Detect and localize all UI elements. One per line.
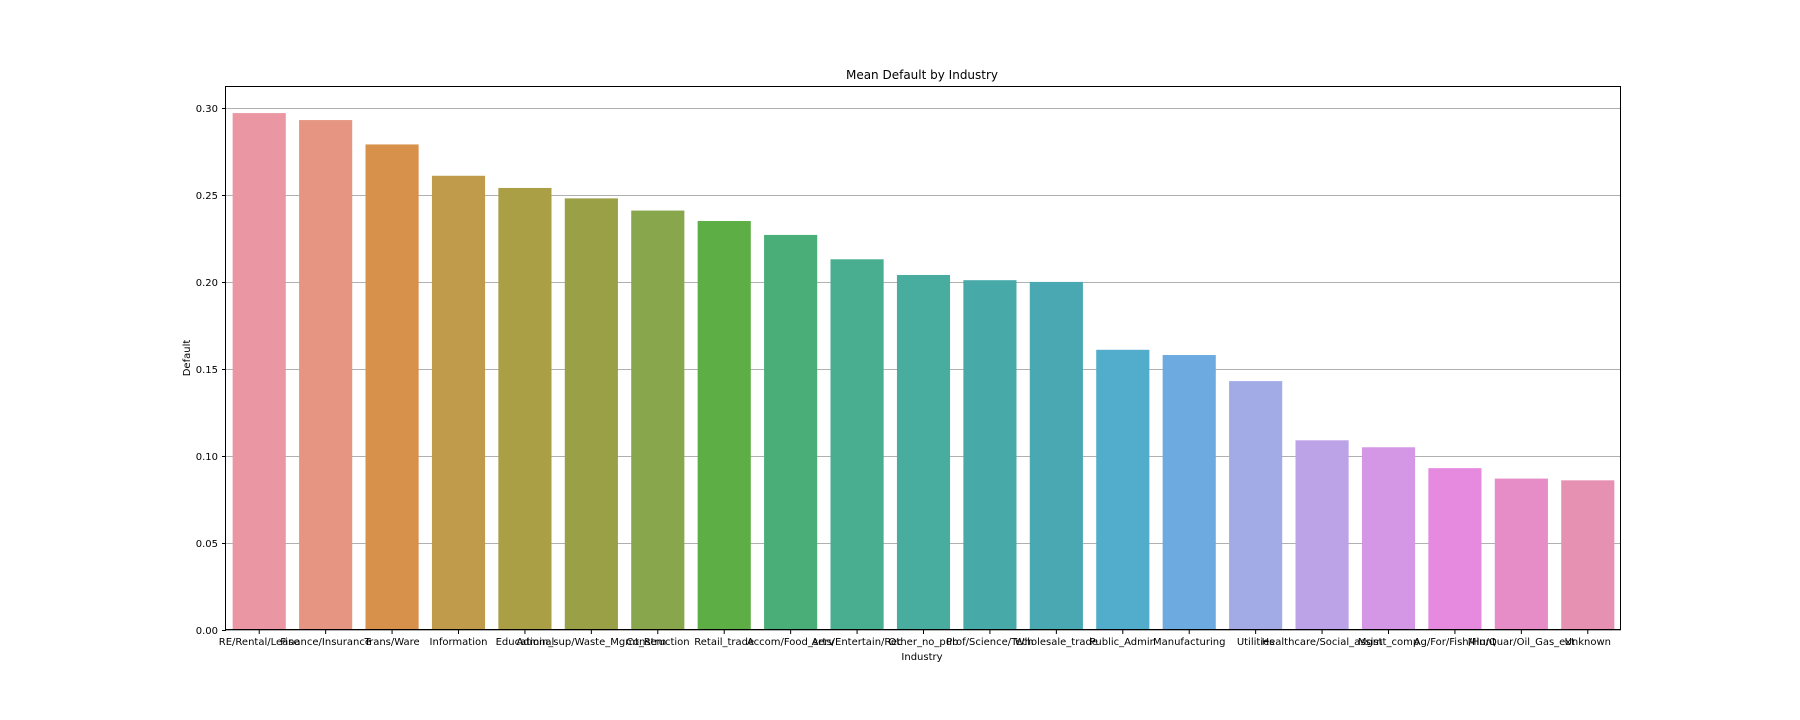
- bar: [830, 259, 884, 630]
- bar: [1096, 349, 1150, 630]
- x-tick-label: Healthcare/Social_assist: [1262, 637, 1383, 648]
- bar: [1295, 440, 1349, 630]
- x-tick-label: Admin_sup/Waste_Mgmt_Rem: [516, 637, 666, 648]
- x-axis-title: Industry: [901, 652, 942, 663]
- x-tick-label: Manufacturing: [1153, 637, 1225, 648]
- y-tick-label: 0.00: [196, 626, 218, 637]
- y-tick-label: 0.15: [196, 365, 218, 376]
- bar: [431, 175, 486, 630]
- bars: [232, 113, 1615, 631]
- bar: [963, 280, 1017, 630]
- x-tick-label: Unknown: [1565, 637, 1611, 648]
- bar: [896, 274, 951, 630]
- plot-frame: [225, 86, 1621, 630]
- bar: [1428, 468, 1482, 630]
- bar: [697, 221, 751, 630]
- x-tick-label: Public_Admin: [1090, 637, 1156, 648]
- bar: [764, 234, 818, 631]
- y-tick-label: 0.05: [196, 539, 218, 550]
- x-tick-label: Construction: [626, 637, 690, 648]
- bar: [498, 187, 552, 630]
- x-tick-label: Mgmt_comp: [1358, 637, 1419, 648]
- x-tick-label: Prof/Science/Tech: [946, 637, 1033, 648]
- y-tick-label: 0.20: [196, 278, 218, 289]
- y-axis: 0.00 0.05 0.10 0.15 0.20 0.25 0.30: [196, 104, 226, 637]
- bar: [1229, 381, 1283, 630]
- x-tick-label: Trans/Ware: [363, 637, 419, 648]
- bar: [631, 210, 685, 630]
- bar: [564, 198, 618, 630]
- x-tick-label: Ag/For/Fish/Hunt: [1414, 637, 1496, 648]
- x-tick-label: Information: [430, 637, 488, 648]
- x-tick-label: Finance/Insurance: [280, 637, 371, 648]
- x-tick-label: Utilities: [1237, 637, 1275, 648]
- bar: [1561, 480, 1615, 630]
- x-tick-label: Min/Quar/Oil_Gas_ext: [1468, 637, 1575, 648]
- y-tick-label: 0.10: [196, 452, 218, 463]
- x-tick-label: Wholesale_trade: [1015, 637, 1098, 648]
- y-tick-label: 0.25: [196, 191, 218, 202]
- bar: [1162, 355, 1216, 630]
- bar: [1029, 281, 1083, 630]
- x-tick-label: RE/Rental/Lease: [219, 637, 300, 648]
- x-tick-label: Other_no_pub: [889, 637, 959, 648]
- x-tick-label: Arts/Entertain/Rec: [812, 637, 903, 648]
- bar: [365, 144, 419, 631]
- x-tick-label: Educational: [496, 637, 555, 648]
- bar: [299, 120, 353, 630]
- x-tick-label: Accom/Food_serv: [747, 637, 834, 648]
- bar: [1494, 478, 1548, 630]
- x-axis: RE/Rental/LeaseFinance/InsuranceTrans/Wa…: [219, 630, 1611, 648]
- y-tick-label: 0.30: [196, 104, 218, 115]
- y-axis-title: Default: [182, 340, 193, 377]
- chart-title: Mean Default by Industry: [846, 68, 998, 82]
- bar: [1361, 447, 1416, 630]
- x-tick-label: Retail_trade: [694, 637, 754, 648]
- bar: [232, 113, 286, 630]
